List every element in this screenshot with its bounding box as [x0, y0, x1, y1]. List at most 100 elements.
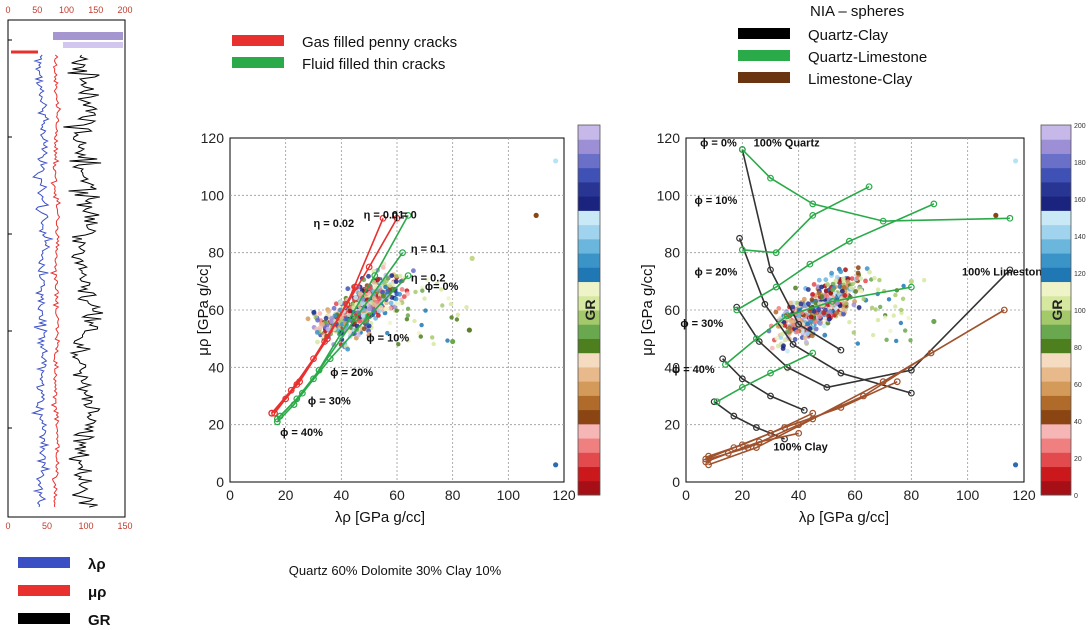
- plot-annotation: ϕ= 0%: [425, 281, 459, 293]
- scatter-point: [423, 308, 428, 313]
- scatter-point: [790, 304, 796, 310]
- colorbar-segment: [578, 167, 600, 183]
- scatter-point: [888, 328, 893, 334]
- scatter-point: [805, 287, 811, 292]
- model-line-marker: [273, 418, 281, 426]
- scatter-outlier: [1012, 462, 1019, 468]
- scatter-point: [802, 335, 808, 341]
- scatter-point: [411, 268, 416, 274]
- x-tick-label: 80: [445, 487, 461, 503]
- model-line: [724, 286, 912, 366]
- x-tick-label: 80: [904, 487, 920, 503]
- well-legend-swatch: [18, 585, 70, 596]
- right-crossplot-annotations: ϕ = 0% 100% Quartz ϕ = 10% ϕ = 20% ϕ = 30% ϕ …: [672, 138, 1048, 454]
- scatter-point: [801, 296, 807, 302]
- scatter-point: [315, 339, 320, 345]
- model-line-marker: [733, 306, 741, 314]
- model-line-marker: [730, 412, 738, 420]
- model-line-marker: [276, 412, 284, 420]
- scatter-point: [903, 328, 908, 333]
- plot-annotation: ϕ = 30%: [680, 318, 723, 330]
- right-crossplot-grid: 0 20 40 60 80 100 120 0 20 40 60 80 100 120: [657, 130, 1036, 503]
- well-log-frame: [7, 19, 126, 518]
- scatter-point: [877, 277, 882, 283]
- scatter-point: [405, 313, 411, 318]
- model-line-marker: [907, 366, 915, 374]
- scatter-point: [397, 301, 402, 306]
- x-tick-label: 40: [791, 487, 807, 503]
- legend-swatch: [738, 72, 790, 83]
- right-legend-title: NIA – spheres: [810, 3, 904, 20]
- x-tick-label: 40: [334, 487, 350, 503]
- colorbar-segment: [1041, 480, 1071, 496]
- colorbar-segment: [578, 267, 600, 283]
- scatter-point: [380, 265, 386, 270]
- scatter-point: [385, 330, 390, 336]
- legend-label: Quartz-Clay: [808, 27, 889, 44]
- scatter-point: [821, 323, 827, 329]
- model-line-marker: [404, 211, 412, 219]
- scatter-point: [811, 282, 817, 287]
- legend-swatch: [738, 50, 790, 61]
- model-line: [713, 401, 785, 440]
- scatter-outlier: [533, 212, 539, 218]
- well-top-tick-label: 0: [5, 5, 10, 15]
- model-line-marker: [865, 183, 873, 191]
- scatter-outlier: [553, 462, 559, 468]
- scatter-point: [817, 314, 823, 319]
- model-line-marker: [809, 349, 817, 357]
- well-header-purple: [53, 32, 123, 40]
- colorbar-segment: [1041, 167, 1071, 183]
- scatter-point: [893, 304, 898, 309]
- model-line: [273, 217, 398, 414]
- scatter-point: [345, 286, 351, 292]
- scatter-point: [317, 311, 323, 316]
- scatter-point: [851, 330, 856, 335]
- model-line-marker: [767, 392, 774, 400]
- model-line-marker: [930, 200, 938, 208]
- scatter-point: [440, 303, 445, 308]
- scatter-point: [817, 321, 823, 326]
- model-line-marker: [795, 429, 803, 437]
- well-legend-label: GR: [88, 612, 111, 629]
- scatter-point: [404, 317, 410, 322]
- scatter-point: [397, 291, 403, 297]
- scatter-point: [422, 296, 427, 301]
- scatter-point: [785, 348, 790, 354]
- scatter-point: [845, 279, 851, 285]
- scatter-point: [816, 290, 822, 296]
- scatter-point: [849, 276, 855, 281]
- model-line-marker: [1000, 306, 1008, 314]
- scatter-point: [378, 305, 384, 310]
- scatter-point: [863, 278, 868, 284]
- scatter-point: [810, 333, 815, 339]
- colorbar-segment: [578, 452, 600, 468]
- scatter-point: [843, 267, 848, 273]
- model-line-marker: [724, 449, 732, 457]
- scatter-point: [405, 291, 410, 297]
- scatter-point: [371, 302, 377, 307]
- x-tick-label: 120: [1012, 487, 1036, 503]
- model-line-marker: [927, 349, 935, 357]
- model-line-marker: [738, 246, 746, 254]
- model-line-marker: [738, 375, 746, 383]
- scatter-point: [357, 291, 363, 296]
- colorbar-segment: [578, 210, 600, 226]
- scatter-point: [855, 265, 861, 271]
- scatter-point: [803, 339, 809, 345]
- scatter-point: [405, 306, 411, 311]
- model-line-marker: [1006, 266, 1014, 274]
- scatter-point: [827, 310, 832, 315]
- scatter-point: [884, 337, 889, 342]
- scatter-point: [323, 315, 329, 321]
- scatter-point: [823, 288, 829, 294]
- scatter-point: [893, 292, 898, 298]
- scatter-point: [455, 312, 461, 317]
- scatter-point: [361, 326, 367, 332]
- scatter-point: [401, 294, 407, 299]
- legend-swatch: [232, 57, 284, 68]
- legend-label: Limestone-Clay: [808, 71, 913, 88]
- scatter-point: [869, 305, 875, 310]
- scatter-point: [774, 335, 780, 341]
- scatter-point: [431, 341, 436, 347]
